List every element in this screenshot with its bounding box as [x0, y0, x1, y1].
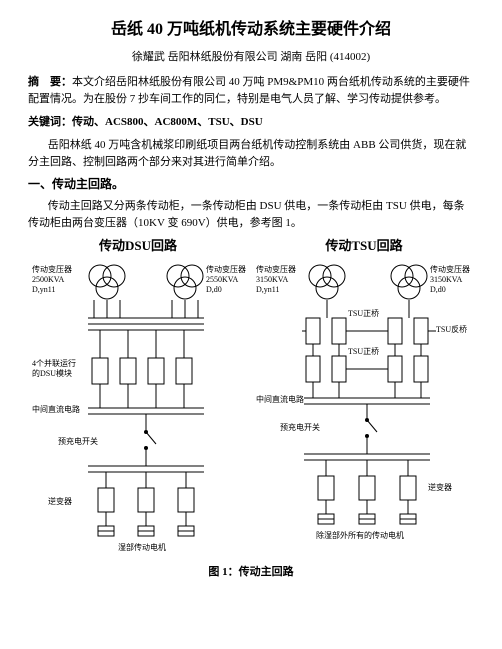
- dsu-diagram: 传动DSU回路 传动变压器 2500KVA D,yn11 传动变压器 2550K…: [28, 236, 248, 558]
- section-1-body: 传动主回路又分两条传动柜，一条传动柜由 DSU 供电，一条传动柜由 TSU 供电…: [28, 198, 474, 232]
- figure-1: 传动DSU回路 传动变压器 2500KVA D,yn11 传动变压器 2550K…: [28, 236, 474, 558]
- keywords-label: 关键词：: [28, 116, 72, 128]
- tsu-diagram: 传动TSU回路 传动变压器 3150KVA D,yn11 传动变压器 3150K…: [254, 236, 474, 558]
- tsu-motors: [318, 514, 416, 524]
- tsu-dcbus-label: 中间直流电路: [256, 394, 304, 404]
- tsu-bridge-group: [302, 318, 436, 344]
- dsu-svg: 传动变压器 2500KVA D,yn11 传动变压器 2550KVA D,d0: [28, 258, 246, 558]
- dsu-trafo-right: [167, 265, 203, 299]
- tsu-trafo-right-l3: D,d0: [430, 285, 446, 294]
- dsu-trafo-left: [89, 265, 125, 299]
- author-line: 徐耀武 岳阳林纸股份有限公司 湖南 岳阳 (414002): [28, 49, 474, 66]
- tsu-fwd-label: TSU正桥: [348, 308, 379, 318]
- tsu-svg: 传动变压器 3150KVA D,yn11 传动变压器 3150KVA D,d0 …: [254, 258, 472, 558]
- tsu-precharge: [365, 404, 377, 454]
- doc-title: 岳纸 40 万吨纸机传动系统主要硬件介绍: [28, 18, 474, 43]
- tsu-rev-label: TSU反桥: [436, 324, 467, 334]
- tsu-trafo-left-l1: 传动变压器: [256, 264, 296, 274]
- dsu-trafo-left-l3: D,yn11: [32, 285, 55, 294]
- intro-paragraph: 岳阳林纸 40 万吨含机械浆印刷纸项目两台纸机传动控制系统由 ABB 公司供货，…: [28, 137, 474, 171]
- tsu-motors-label: 除湿部外所有的传动电机: [316, 530, 404, 540]
- dsu-trafo-left-l1: 传动变压器: [32, 264, 72, 274]
- dsu-trafo-right-l1: 传动变压器: [206, 264, 246, 274]
- dsu-inverter-label: 逆变器: [48, 496, 72, 506]
- dsu-trafo-right-l2: 2550KVA: [206, 275, 239, 284]
- tsu-trafo-left-l3: D,yn11: [256, 285, 279, 294]
- tsu-precharge-label: 预充电开关: [280, 422, 320, 432]
- tsu-trafo-right: [391, 265, 427, 299]
- tsu-title: 传动TSU回路: [254, 236, 474, 256]
- figure-1-caption: 图 1：传动主回路: [28, 564, 474, 581]
- dsu-trafo-right-l3: D,d0: [206, 285, 222, 294]
- tsu-trafo-right-l2: 3150KVA: [430, 275, 463, 284]
- dsu-precharge: [144, 414, 156, 466]
- dsu-modules-label-2: 的DSU模块: [32, 368, 72, 378]
- dsu-motors-label: 湿部传动电机: [118, 542, 166, 552]
- keywords-text: 传动、ACS800、AC800M、TSU、DSU: [72, 116, 263, 128]
- tsu-fwd2-label: TSU正桥: [348, 346, 379, 356]
- dsu-title: 传动DSU回路: [28, 236, 248, 256]
- tsu-inverter-label: 逆变器: [428, 482, 452, 492]
- tsu-inverters: [318, 460, 416, 514]
- dsu-inverters: [98, 472, 194, 526]
- keywords-block: 关键词：传动、ACS800、AC800M、TSU、DSU: [28, 114, 474, 131]
- dsu-trafo-left-l2: 2500KVA: [32, 275, 65, 284]
- tsu-trafo-left: [309, 265, 345, 299]
- dsu-modules: [92, 330, 192, 408]
- abstract-block: 摘 要：本文介绍岳阳林纸股份有限公司 40 万吨 PM9&PM10 两台纸机传动…: [28, 74, 474, 108]
- dsu-dcbus-label: 中间直流电路: [32, 404, 80, 414]
- dsu-modules-label-1: 4个并联运行: [32, 358, 76, 368]
- abstract-text: 本文介绍岳阳林纸股份有限公司 40 万吨 PM9&PM10 两台纸机传动系统的主…: [28, 76, 470, 105]
- tsu-trafo-left-l2: 3150KVA: [256, 275, 289, 284]
- section-1-heading: 一、传动主回路。: [28, 175, 474, 194]
- tsu-trafo-right-l1: 传动变压器: [430, 264, 470, 274]
- dsu-precharge-label: 预充电开关: [58, 436, 98, 446]
- abstract-label: 摘 要：: [28, 76, 72, 88]
- dsu-motors: [98, 526, 194, 536]
